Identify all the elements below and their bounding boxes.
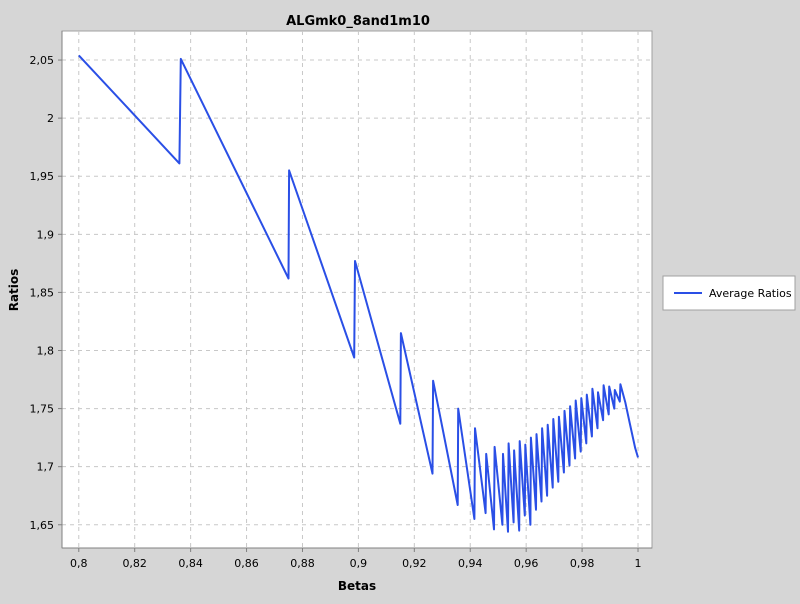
y-tick-label: 1,65 [30, 519, 55, 532]
x-tick-label: 1 [635, 557, 642, 570]
y-tick-label: 1,95 [30, 170, 55, 183]
legend-label: Average Ratios [709, 287, 792, 300]
y-tick-label: 1,8 [37, 344, 55, 357]
x-tick-label: 0,88 [290, 557, 315, 570]
y-tick-label: 2,05 [30, 54, 55, 67]
y-tick-label: 1,9 [37, 228, 55, 241]
y-tick-label: 1,75 [30, 403, 55, 416]
x-tick-label: 0,94 [458, 557, 483, 570]
x-tick-label: 0,84 [178, 557, 203, 570]
x-tick-label: 0,96 [514, 557, 539, 570]
legend: Average Ratios [662, 275, 796, 311]
x-tick-label: 0,86 [234, 557, 259, 570]
y-tick-label: 2 [47, 112, 54, 125]
x-tick-label: 0,82 [122, 557, 147, 570]
x-tick-label: 0,92 [402, 557, 427, 570]
x-axis-label: Betas [338, 579, 376, 593]
x-tick-label: 0,9 [350, 557, 368, 570]
y-tick-label: 1,7 [37, 461, 55, 474]
grid [62, 31, 652, 548]
y-tick-label: 1,85 [30, 286, 55, 299]
chart-title: ALGmk0_8and1m10 [286, 14, 430, 29]
x-tick-label: 0,98 [570, 557, 595, 570]
y-axis-label: Ratios [7, 269, 21, 312]
axes: 0,8 0,82 0,84 0,86 0,88 0,9 0,92 0,94 0,96 0,98 1 1… [30, 31, 652, 570]
series-layer [78, 54, 639, 533]
series-line-average-ratios [78, 54, 639, 533]
x-tick-label: 0,8 [70, 557, 88, 570]
